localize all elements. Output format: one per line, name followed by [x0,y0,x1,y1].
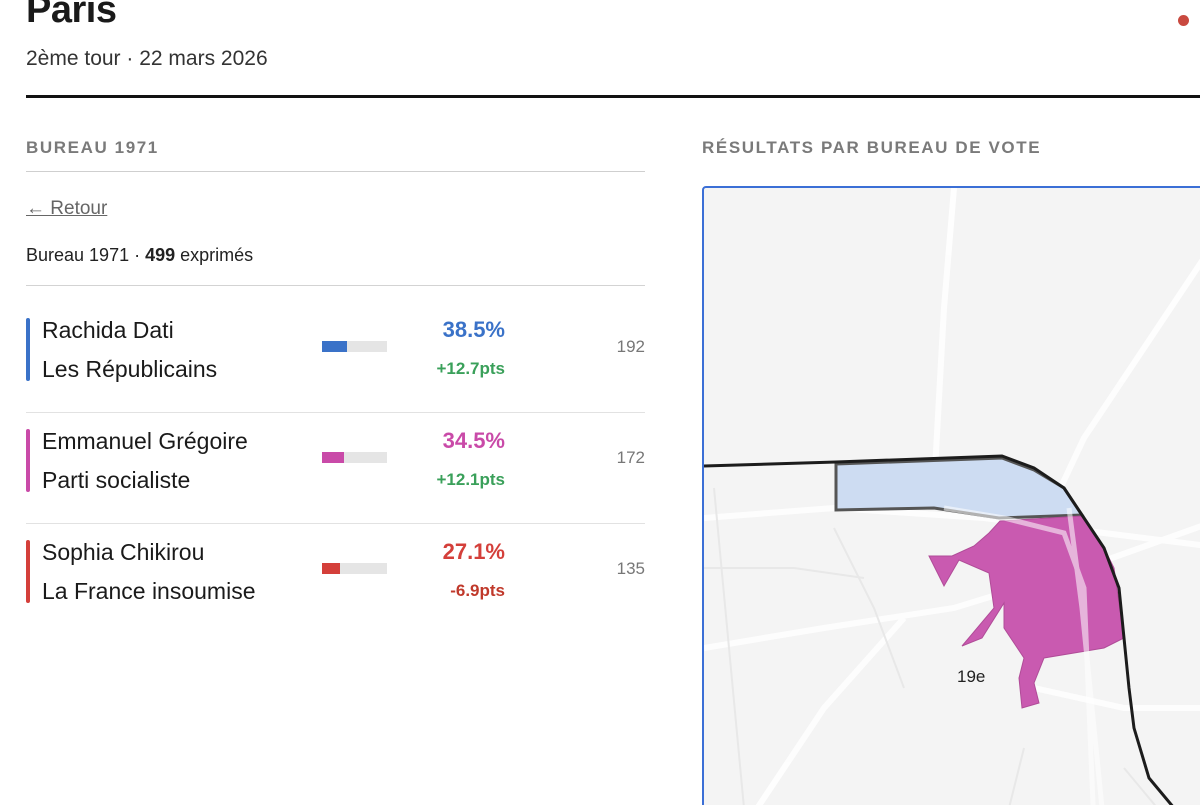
candidate-party: Parti socialiste [42,467,191,493]
row-divider [26,523,645,524]
live-indicator-dot [1178,15,1189,26]
candidate-row-chikirou[interactable]: Sophia Chikirou La France insoumise 27.1… [26,525,645,635]
arrondissement-boundary [704,454,1174,805]
candidate-delta: +12.1pts [436,470,505,489]
map-canvas[interactable] [704,188,1200,805]
bureau-summary-suffix: exprimés [175,245,254,265]
election-subtitle: 2ème tour · 22 mars 2026 [26,47,268,70]
left-section-divider [26,171,645,172]
candidate-row-dati[interactable]: Rachida Dati Les Républicains 38.5% +12.… [26,303,645,413]
bureau-section-label: BUREAU 1971 [26,138,159,157]
score-bar-track [322,452,387,463]
candidate-party: Les Républicains [42,356,218,382]
bureau-summary-prefix: Bureau 1971 · [26,245,146,265]
candidate-votes: 135 [616,559,645,578]
candidate-name: Sophia Chikirou [42,539,205,565]
candidate-delta: +12.7pts [436,359,505,378]
score-bar-track [322,341,387,352]
score-bar-fill [322,341,348,352]
party-color-bar [26,318,30,381]
score-bar-fill [322,563,340,574]
party-color-bar [26,429,30,492]
party-color-bar [26,540,30,603]
score-bar-fill [322,452,345,463]
candidate-percent: 38.5% [442,317,505,342]
map-arrondissement-label: 19e [957,667,986,686]
candidate-percent: 27.1% [442,539,505,564]
candidate-row-gregoire[interactable]: Emmanuel Grégoire Parti socialiste 34.5%… [26,414,645,524]
candidate-votes: 172 [616,448,645,467]
score-bar-track [322,563,387,574]
header-divider [26,95,1200,98]
expressed-count: 499 [145,245,176,265]
candidate-party: La France insoumise [42,578,256,604]
map-section-label: RÉSULTATS PAR BUREAU DE VOTE [702,138,1042,157]
candidate-delta: -6.9pts [450,581,505,600]
row-divider [26,412,645,413]
bureau-divider [26,285,645,286]
polling-station-map[interactable] [702,186,1200,805]
candidate-name: Emmanuel Grégoire [42,428,248,454]
candidate-name: Rachida Dati [42,317,174,343]
map-highway-overlay [943,505,1105,805]
map-minor-roads [704,487,1157,805]
page-title: Paris [26,0,117,31]
map-roads [704,188,1200,805]
candidate-votes: 192 [616,337,645,356]
bureau-summary: Bureau 1971 · 499 exprimés [26,245,253,266]
back-link[interactable]: ← Retour [26,198,108,219]
candidate-percent: 34.5% [442,428,505,453]
